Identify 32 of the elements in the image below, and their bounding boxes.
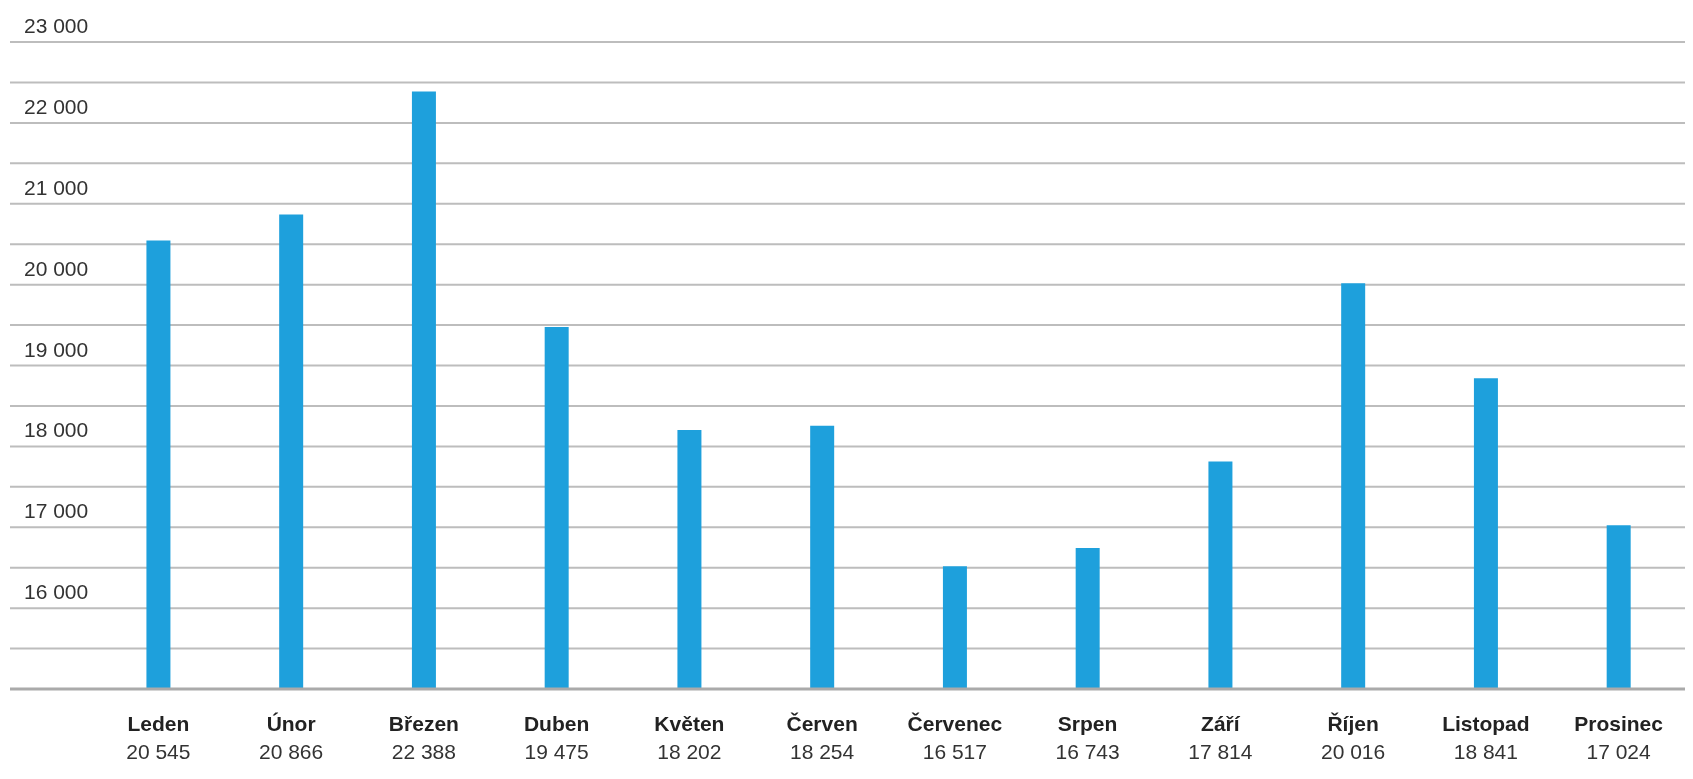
- y-tick-label: 18 000: [24, 418, 89, 442]
- x-tick-label: Červenec: [907, 712, 1003, 735]
- data-label: 17 814: [1188, 740, 1253, 763]
- x-tick-label: Květen: [654, 712, 725, 735]
- data-label: 20 866: [259, 740, 324, 763]
- x-tick-label: Listopad: [1442, 712, 1530, 735]
- y-tick-label: 21 000: [24, 175, 89, 199]
- data-label: 20 545: [126, 740, 191, 763]
- data-label: 18 841: [1453, 740, 1518, 763]
- data-label: 19 475: [524, 740, 589, 763]
- x-tick-label: Leden: [127, 712, 190, 735]
- y-tick-label: 16 000: [24, 580, 89, 604]
- x-tick-label: Červen: [786, 712, 858, 735]
- x-tick-label: Březen: [388, 712, 459, 735]
- data-label: 20 016: [1321, 740, 1386, 763]
- x-tick-label: Prosinec: [1574, 712, 1664, 735]
- y-tick-label: 17 000: [24, 499, 89, 523]
- x-tick-label: Říjen: [1327, 712, 1379, 735]
- data-label: 16 517: [922, 740, 987, 763]
- data-label: 18 254: [790, 740, 855, 763]
- y-tick-label: 23 000: [24, 14, 89, 37]
- y-tick-label: 19 000: [24, 337, 89, 361]
- data-label: 18 202: [657, 740, 722, 763]
- x-tick-label: Srpen: [1057, 712, 1118, 735]
- x-tick-label: Duben: [523, 712, 590, 735]
- data-label: 17 024: [1586, 740, 1652, 763]
- x-tick-label: Září: [1201, 712, 1241, 735]
- x-tick-label: Únor: [266, 712, 316, 735]
- y-tick-label: 20 000: [24, 256, 89, 280]
- data-label: 22 388: [391, 740, 456, 763]
- y-tick-label: 22 000: [24, 94, 89, 118]
- data-label: 16 743: [1055, 740, 1120, 763]
